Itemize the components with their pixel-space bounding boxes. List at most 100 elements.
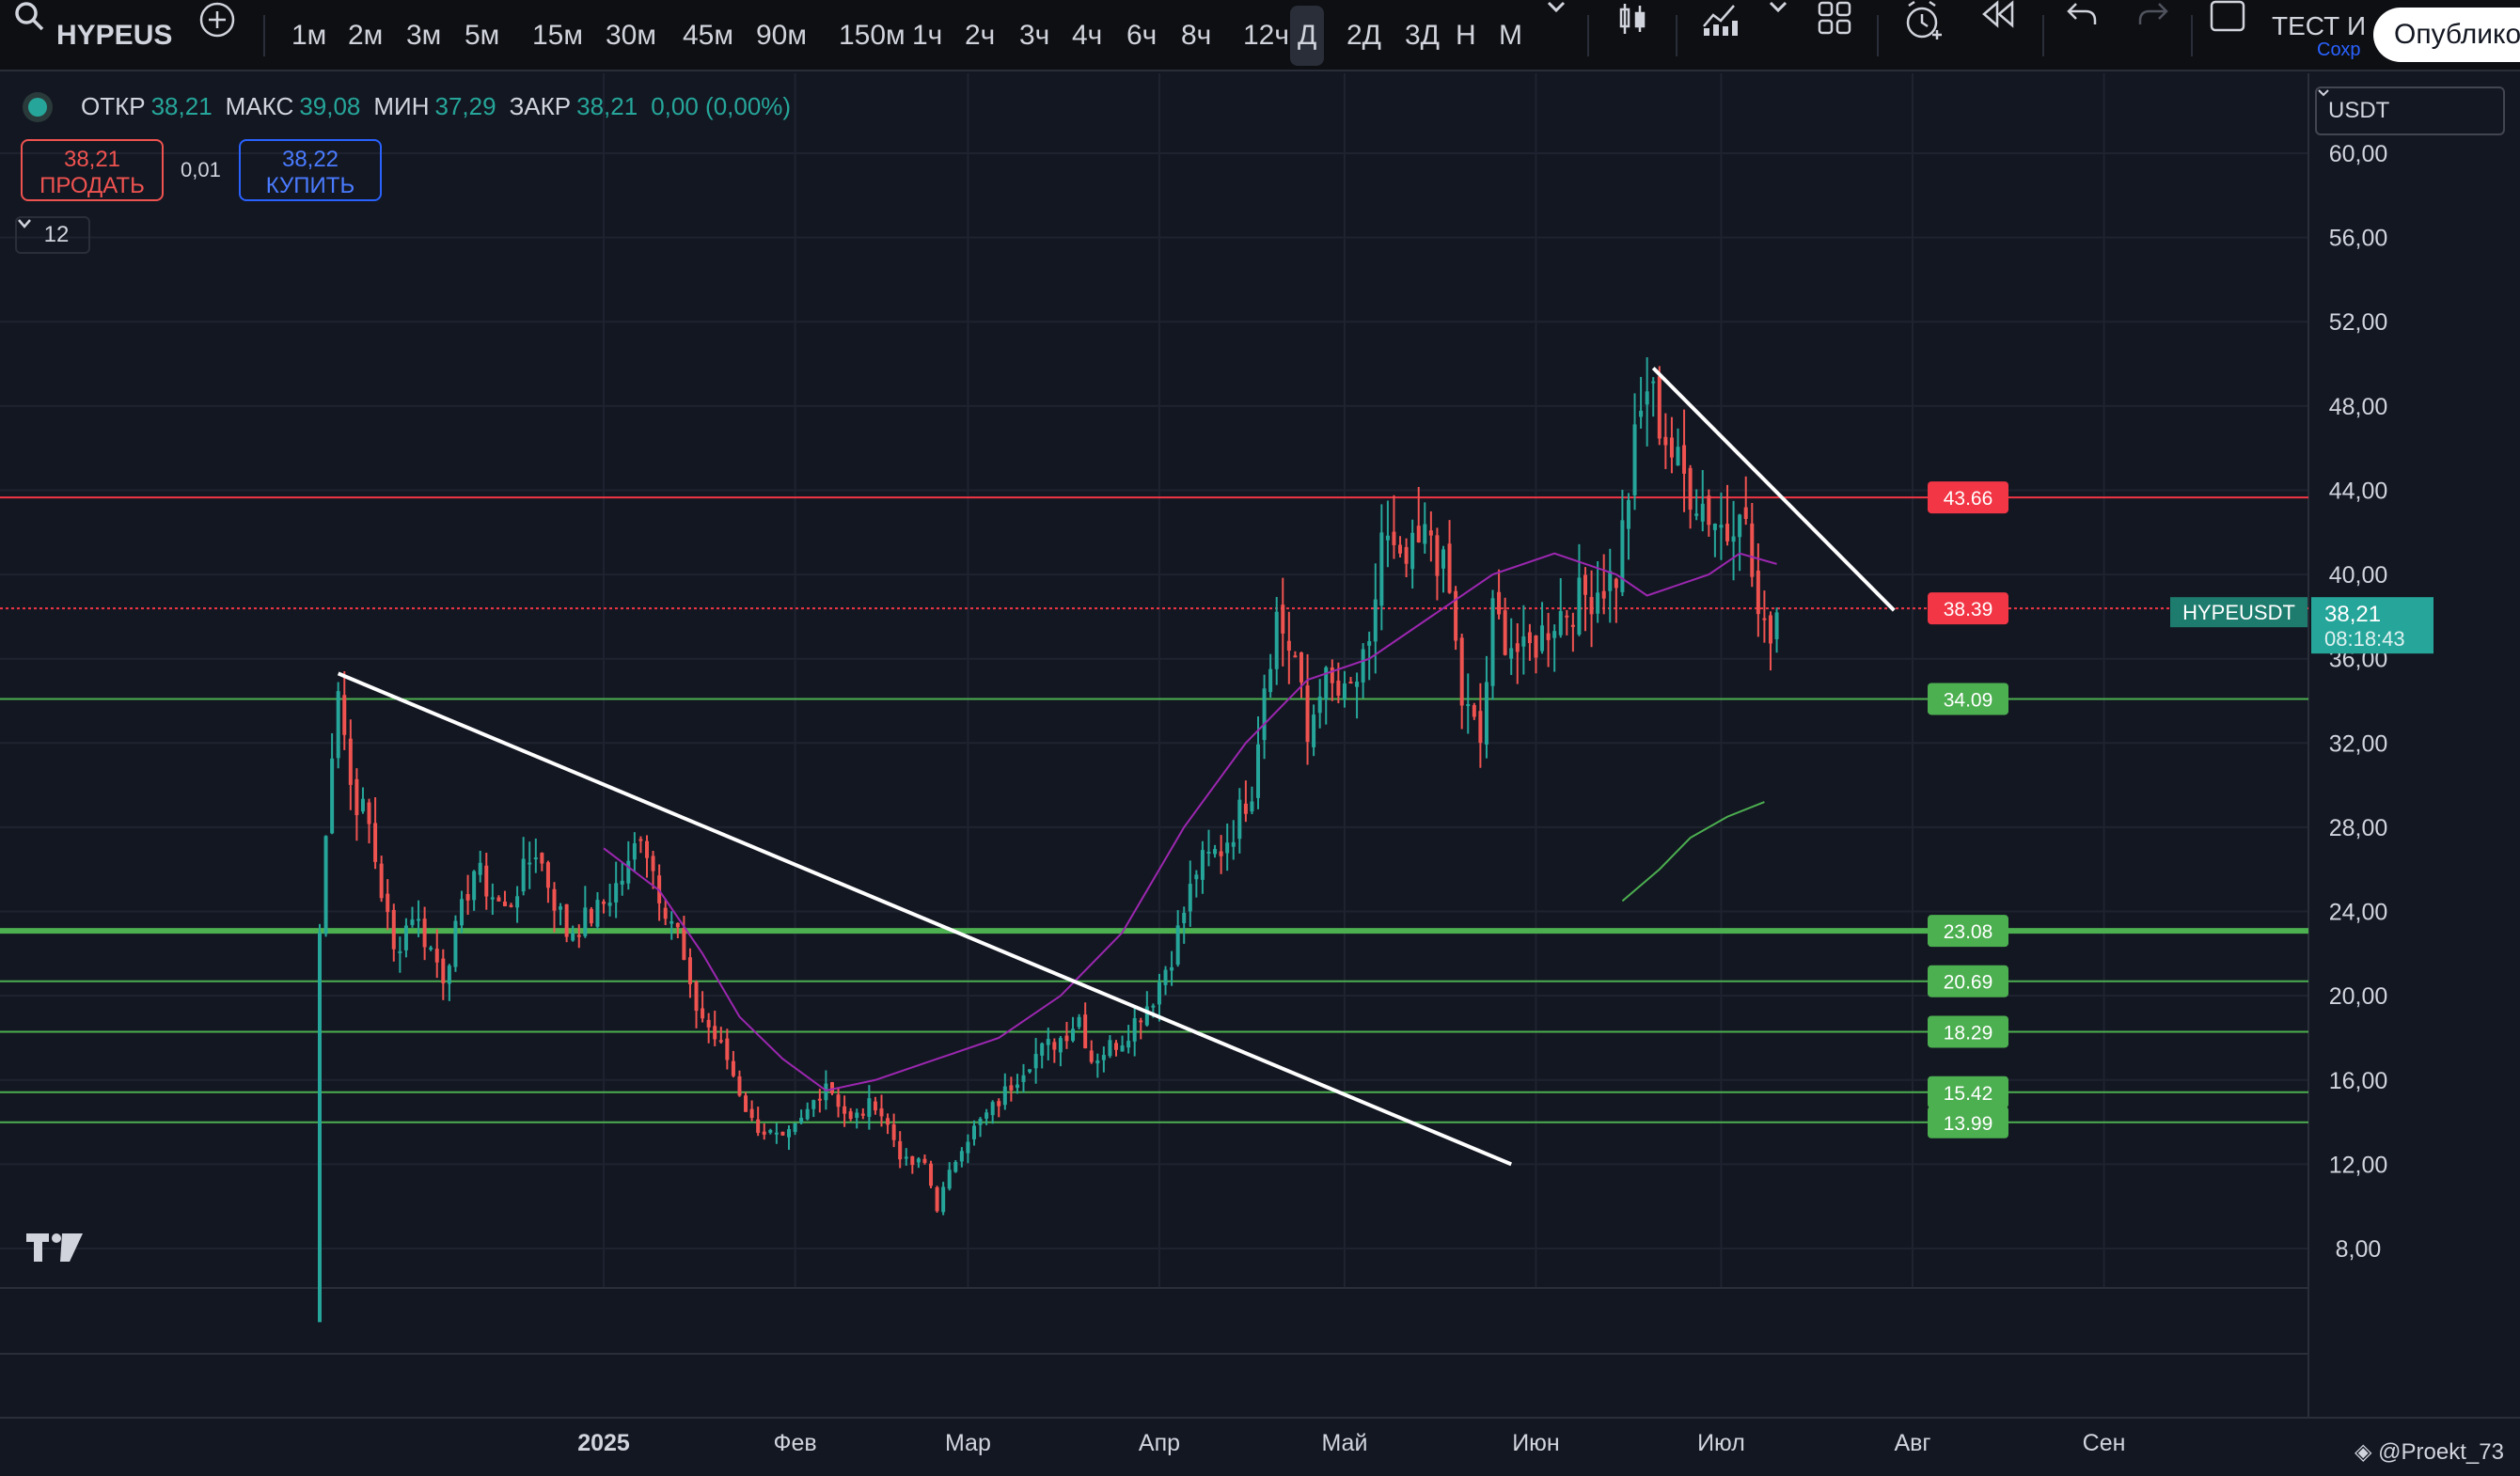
candle-body bbox=[1478, 711, 1483, 744]
publish-button[interactable]: Опублико bbox=[2373, 8, 2520, 62]
level-badge[interactable] bbox=[1928, 683, 2008, 715]
interval-3[interactable]: 5м bbox=[465, 20, 500, 51]
interval-0[interactable]: 1м bbox=[291, 20, 327, 51]
interval-5[interactable]: 30м bbox=[606, 20, 656, 51]
candle-body bbox=[1237, 799, 1242, 840]
interval-4[interactable]: 15м bbox=[532, 20, 583, 51]
candle-body bbox=[564, 903, 569, 937]
candle-body bbox=[941, 1186, 946, 1213]
candle-body bbox=[1712, 523, 1717, 530]
candle-body bbox=[1497, 591, 1502, 615]
level-badge[interactable] bbox=[1928, 1106, 2008, 1138]
candle-body bbox=[1286, 640, 1291, 652]
interval-9[interactable]: 1ч bbox=[912, 20, 943, 51]
candle-body bbox=[367, 802, 371, 824]
candle-body bbox=[731, 1060, 735, 1076]
candle-body bbox=[1490, 598, 1495, 686]
interval-15[interactable]: 12ч bbox=[1243, 20, 1289, 51]
last-price-badge[interactable] bbox=[2311, 597, 2433, 654]
candle-body bbox=[1768, 615, 1772, 644]
candle-body bbox=[1392, 531, 1396, 545]
price-tick-label: 40,00 bbox=[2329, 562, 2388, 589]
interval-19[interactable]: Н bbox=[1456, 20, 1476, 51]
candle-body bbox=[824, 1083, 828, 1101]
interval-13[interactable]: 6ч bbox=[1126, 20, 1158, 51]
save-status[interactable]: Сохр bbox=[2317, 39, 2361, 60]
candle-body bbox=[1694, 513, 1699, 516]
sell-button[interactable]: 38,21 ПРОДАТЬ bbox=[21, 139, 164, 201]
level-badge[interactable] bbox=[1928, 1076, 2008, 1108]
time-tick-label: Авг bbox=[1894, 1430, 1930, 1456]
level-badge-label: 23.08 bbox=[1944, 921, 1993, 943]
candle-body bbox=[651, 856, 655, 871]
chevron-down-icon bbox=[18, 219, 31, 228]
interval-20[interactable]: М bbox=[1499, 20, 1522, 51]
candle-body bbox=[1688, 467, 1693, 510]
currency-select[interactable]: USDT bbox=[2315, 86, 2505, 135]
interval-18[interactable]: 3Д bbox=[1405, 20, 1441, 51]
candle-body bbox=[762, 1131, 766, 1135]
layout-name[interactable]: ТЕСТ И bbox=[2272, 11, 2367, 40]
price-chart[interactable]: 60,0056,0052,0048,0044,0040,0036,0032,00… bbox=[0, 73, 2520, 1476]
level-badge[interactable] bbox=[1928, 1015, 2008, 1048]
binance-icon: ◈ bbox=[2355, 1438, 2372, 1465]
interval-8[interactable]: 150м bbox=[839, 20, 906, 51]
candle-body bbox=[472, 871, 477, 901]
candle-body bbox=[817, 1098, 822, 1101]
interval-7[interactable]: 90м bbox=[756, 20, 807, 51]
level-badge[interactable] bbox=[1928, 481, 2008, 514]
level-badge[interactable] bbox=[1928, 915, 2008, 948]
level-badge[interactable] bbox=[1928, 592, 2008, 625]
candle-body bbox=[1213, 849, 1218, 855]
candle-body bbox=[1299, 652, 1303, 683]
indicators-toggle[interactable]: 12 bbox=[15, 216, 90, 254]
trendline[interactable] bbox=[337, 671, 1512, 1167]
interval-14[interactable]: 8ч bbox=[1181, 20, 1212, 51]
divider bbox=[2042, 15, 2044, 56]
candle-body bbox=[1052, 1042, 1057, 1050]
candle-body bbox=[1361, 649, 1365, 683]
candle-body bbox=[1774, 612, 1779, 639]
watermark: ◈ @Proekt_73 bbox=[2355, 1438, 2504, 1466]
market-status-dot[interactable] bbox=[28, 97, 47, 117]
candle-body bbox=[929, 1163, 934, 1186]
candle-body bbox=[1645, 391, 1649, 405]
candle-body bbox=[1071, 1028, 1076, 1042]
symbol-name[interactable]: HYPEUS bbox=[56, 20, 173, 51]
candle-body bbox=[434, 949, 439, 963]
chart-area[interactable]: 60,00 56,00 52,00 48,00 44,00 40,00 36,00 32,00… bbox=[0, 73, 2520, 1476]
candle-body bbox=[521, 858, 526, 892]
interval-11[interactable]: 3ч bbox=[1019, 20, 1050, 51]
ticker-tag-label: HYPEUSDT bbox=[2182, 601, 2295, 624]
candle-body bbox=[687, 957, 692, 984]
watermark-text: @Proekt_73 bbox=[2378, 1439, 2504, 1465]
moving-average-short[interactable] bbox=[603, 552, 1777, 1092]
candle-body bbox=[1472, 705, 1476, 717]
candle-body bbox=[1466, 703, 1471, 706]
candle-body bbox=[1614, 578, 1618, 589]
candle-body bbox=[410, 919, 415, 925]
spread-value: 0,01 bbox=[181, 158, 221, 181]
interval-10[interactable]: 2ч bbox=[965, 20, 996, 51]
close-label: ЗАКР bbox=[509, 92, 572, 120]
moving-average-long[interactable] bbox=[1621, 801, 1765, 903]
interval-12[interactable]: 4ч bbox=[1072, 20, 1103, 51]
candle-body bbox=[780, 1131, 785, 1136]
interval-6[interactable]: 45м bbox=[683, 20, 733, 51]
candle-body bbox=[873, 1101, 877, 1111]
ticker-tag[interactable] bbox=[2170, 597, 2307, 628]
trendline[interactable] bbox=[1651, 367, 1896, 612]
buy-button[interactable]: 38,22 КУПИТЬ bbox=[239, 139, 382, 201]
candle-body bbox=[620, 880, 624, 885]
interval-16[interactable]: Д bbox=[1290, 6, 1325, 66]
time-tick-label: Фев bbox=[773, 1430, 816, 1456]
interval-2[interactable]: 3м bbox=[406, 20, 442, 51]
candle-body bbox=[848, 1111, 853, 1120]
candle-body bbox=[571, 933, 575, 941]
candle-body bbox=[1657, 376, 1662, 439]
interval-17[interactable]: 2Д bbox=[1347, 20, 1382, 51]
candle-body bbox=[403, 925, 408, 950]
level-badge[interactable] bbox=[1928, 965, 2008, 997]
candle-body bbox=[1293, 655, 1298, 658]
interval-1[interactable]: 2м bbox=[348, 20, 384, 51]
